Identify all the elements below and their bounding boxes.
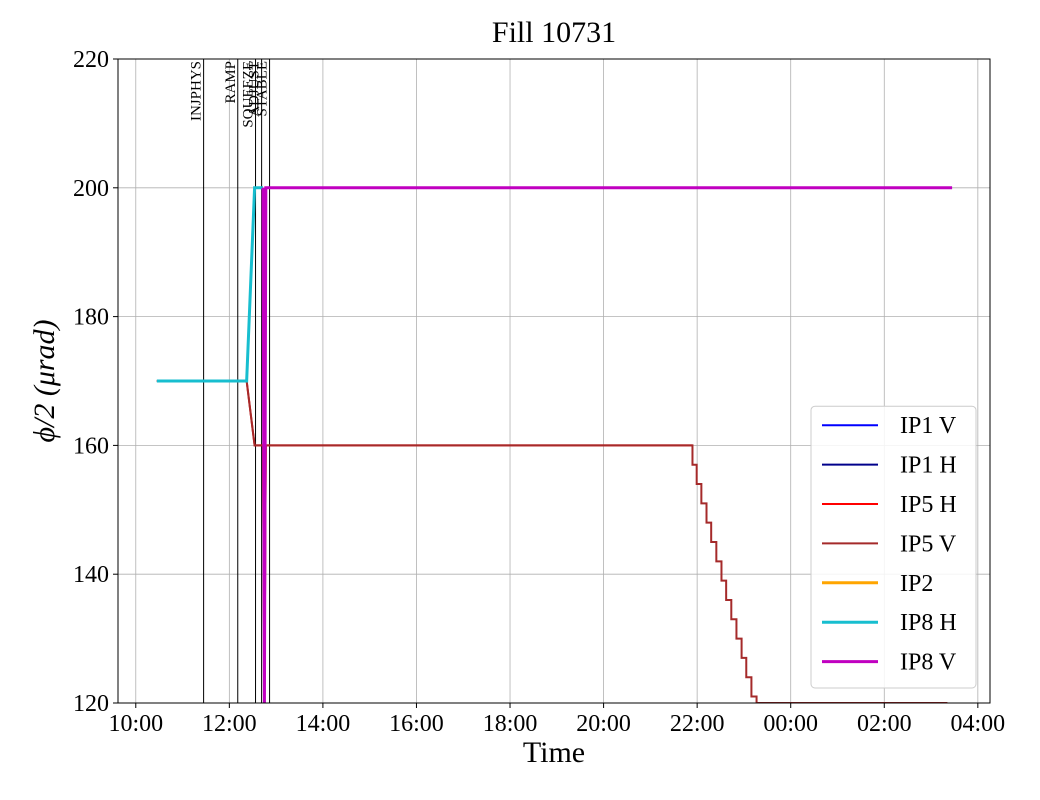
x-axis-label: Time: [523, 736, 585, 769]
x-tick-label: 12:00: [202, 711, 257, 737]
legend-label: IP5 V: [900, 531, 957, 557]
y-tick-label: 160: [73, 433, 109, 459]
event-label: STABLE: [255, 61, 271, 116]
x-tick-label: 02:00: [857, 711, 912, 737]
chart-title: Fill 10731: [492, 16, 616, 49]
series-line: [156, 186, 264, 383]
legend-label: IP5 H: [900, 492, 957, 518]
x-tick-label: 20:00: [576, 711, 631, 737]
event-label: ADJUST: [247, 61, 263, 117]
plot-frame: [117, 58, 991, 704]
x-tick-label: 16:00: [389, 711, 444, 737]
series-line: [156, 380, 693, 703]
x-tick-label: 14:00: [296, 711, 351, 737]
legend-label: IP1 H: [900, 453, 957, 479]
y-axis-label: ϕ/2 (μrad): [28, 319, 61, 442]
x-tick-label: 18:00: [483, 711, 538, 737]
plot-lines: [156, 186, 953, 703]
event-label: RAMP: [223, 61, 239, 104]
x-tick-label: 00:00: [763, 711, 818, 737]
legend-label: IP2: [900, 571, 933, 597]
y-tick-label: 200: [73, 176, 109, 202]
y-tick-label: 140: [73, 562, 109, 588]
x-tick-label: 22:00: [670, 711, 725, 737]
x-tick-label: 04:00: [951, 711, 1006, 737]
y-tick-label: 120: [73, 691, 109, 717]
legend-label: IP8 H: [900, 610, 957, 636]
legend-label: IP1 V: [900, 413, 957, 439]
event-label: SQUEEZE: [241, 61, 257, 128]
legend-box: [810, 405, 977, 689]
series-line: [156, 380, 948, 703]
series-line: [261, 186, 953, 703]
event-label: INJPHYS: [189, 61, 205, 121]
x-tick-label: 10:00: [108, 711, 163, 737]
legend-label: IP8 V: [900, 650, 957, 676]
y-tick-label: 180: [73, 305, 109, 331]
y-tick-label: 220: [73, 47, 109, 73]
